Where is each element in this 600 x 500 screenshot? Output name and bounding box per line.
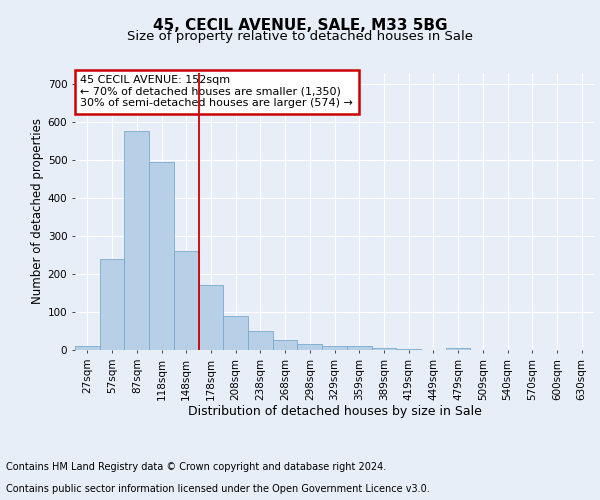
Text: 45, CECIL AVENUE, SALE, M33 5BG: 45, CECIL AVENUE, SALE, M33 5BG (153, 18, 447, 32)
Bar (371, 348, 396, 350)
Bar (273, 340, 298, 350)
Bar (298, 344, 322, 350)
Bar (149, 162, 174, 350)
Text: Size of property relative to detached houses in Sale: Size of property relative to detached ho… (127, 30, 473, 43)
Bar (75, 346, 100, 350)
Text: 45 CECIL AVENUE: 152sqm
← 70% of detached houses are smaller (1,350)
30% of semi: 45 CECIL AVENUE: 152sqm ← 70% of detache… (80, 76, 353, 108)
X-axis label: Distribution of detached houses by size in Sale: Distribution of detached houses by size … (188, 406, 481, 418)
Bar (100, 259, 124, 350)
Bar (124, 132, 149, 350)
Bar (322, 346, 347, 350)
Bar (446, 348, 470, 350)
Bar (223, 316, 248, 350)
Text: Contains public sector information licensed under the Open Government Licence v3: Contains public sector information licen… (6, 484, 430, 494)
Bar (347, 346, 371, 350)
Bar (199, 286, 223, 350)
Text: Contains HM Land Registry data © Crown copyright and database right 2024.: Contains HM Land Registry data © Crown c… (6, 462, 386, 472)
Bar (174, 251, 199, 350)
Bar (396, 349, 421, 350)
Bar (248, 331, 273, 350)
Y-axis label: Number of detached properties: Number of detached properties (31, 118, 44, 304)
